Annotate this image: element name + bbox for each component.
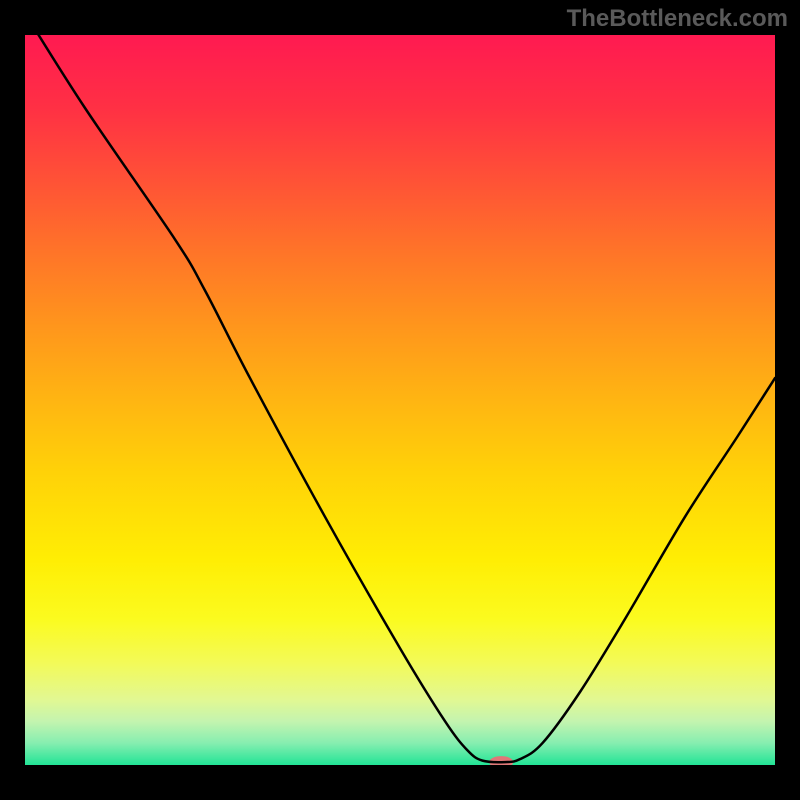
- bottleneck-chart: TheBottleneck.com: [0, 0, 800, 800]
- attribution-text: TheBottleneck.com: [567, 5, 788, 32]
- plot-background: [25, 35, 775, 765]
